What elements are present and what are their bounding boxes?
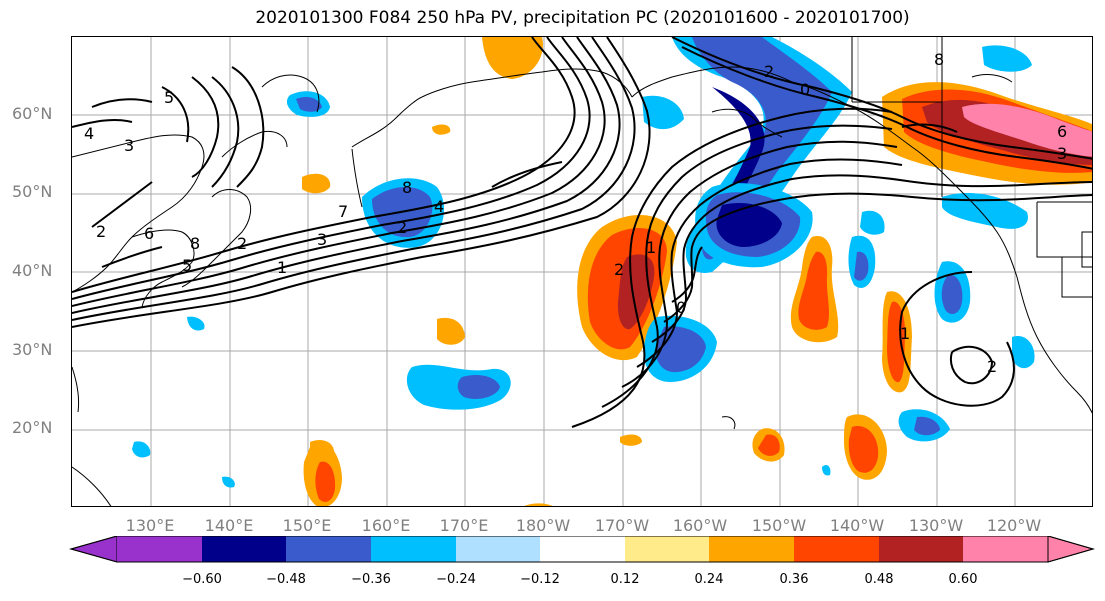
lat-label-50n: 50°N (12, 182, 53, 201)
contour-label: 5 (164, 88, 174, 107)
coastlines (72, 37, 1092, 506)
contour-label: 3 (1057, 144, 1067, 163)
contour-label: 1 (277, 258, 287, 277)
colorbar-bin (794, 536, 879, 562)
map-panel: 5 4 3 2 6 5 8 7 3 2 1 8 4 2 2 1 0 2 0 8 … (71, 36, 1093, 507)
colorbar-bin (1047, 536, 1095, 563)
colorbar-tick: 0.12 (610, 572, 640, 587)
colorbar-bin (69, 536, 118, 563)
contour-label: 2 (614, 260, 624, 279)
colorbar-tick: 0.48 (864, 572, 894, 587)
lat-label-60n: 60°N (12, 104, 53, 123)
contour-label: 2 (96, 222, 106, 241)
map-svg: 5 4 3 2 6 5 8 7 3 2 1 8 4 2 2 1 0 2 0 8 … (72, 37, 1092, 506)
lat-label-30n: 30°N (12, 340, 53, 359)
colorbar-bin (963, 536, 1048, 562)
contour-label: 1 (900, 324, 910, 343)
lon-label-160w: 160°W (672, 516, 728, 535)
colorbar-bin (202, 536, 286, 562)
colorbar-bin (540, 536, 625, 562)
contour-label: 8 (402, 178, 412, 197)
contour-label: 8 (934, 50, 944, 69)
colorbar-tick: 0.24 (694, 572, 724, 587)
contour-label: 0 (800, 80, 810, 99)
contour-label: 4 (84, 124, 94, 143)
lon-label-160e: 160°E (361, 516, 411, 535)
colorbar-tick: 0.60 (948, 572, 978, 587)
figure-title: 2020101300 F084 250 hPa PV, precipitatio… (255, 8, 910, 28)
lon-label-130e: 130°E (125, 516, 175, 535)
contour-label: 4 (434, 197, 444, 216)
lon-label-130w: 130°W (908, 516, 964, 535)
lon-label-140w: 140°W (829, 516, 885, 535)
colorbar-tick: 0.36 (779, 572, 809, 587)
lon-label-150e: 150°E (282, 516, 332, 535)
pv-contours (72, 37, 1092, 428)
colorbar-tick: −0.12 (520, 572, 560, 587)
contour-label: 1 (646, 238, 656, 257)
contour-label: 3 (317, 230, 327, 249)
lat-label-20n: 20°N (12, 418, 53, 437)
lon-label-120w: 120°W (986, 516, 1042, 535)
lon-label-150w: 150°W (751, 516, 807, 535)
contour-label: 2 (987, 357, 997, 376)
contour-label: 2 (237, 234, 247, 253)
colorbar-bin (117, 536, 202, 562)
contour-label: 0 (676, 298, 686, 317)
colorbar (69, 536, 1095, 563)
contour-label: 7 (338, 202, 348, 221)
colorbar-outline (69, 536, 1095, 563)
colorbar-bin (371, 536, 456, 562)
lon-label-140e: 140°E (204, 516, 254, 535)
colorbar-tick: −0.48 (266, 572, 306, 587)
contour-label: 6 (144, 224, 154, 243)
lon-label-170w: 170°W (594, 516, 650, 535)
lon-label-180w: 180°W (515, 516, 571, 535)
colorbar-tick: −0.60 (182, 572, 222, 587)
contour-label: 2 (764, 62, 774, 81)
colorbar-tick: −0.24 (436, 572, 476, 587)
colorbar-bin (286, 536, 371, 562)
contour-label: 6 (1057, 122, 1067, 141)
contour-label: 3 (124, 136, 134, 155)
contour-label: 8 (190, 234, 200, 253)
contour-label: 5 (182, 256, 192, 275)
colorbar-bin (456, 536, 540, 562)
colorbar-bin (879, 536, 963, 562)
colorbar-bin (709, 536, 794, 562)
contour-labels: 5 4 3 2 6 5 8 7 3 2 1 8 4 2 2 1 0 2 0 8 … (84, 50, 1067, 376)
colorbar-bin (625, 536, 709, 562)
lat-label-40n: 40°N (12, 261, 53, 280)
lon-label-170e: 170°E (439, 516, 489, 535)
contour-label: 2 (397, 218, 407, 237)
colorbar-tick: −0.36 (351, 572, 391, 587)
